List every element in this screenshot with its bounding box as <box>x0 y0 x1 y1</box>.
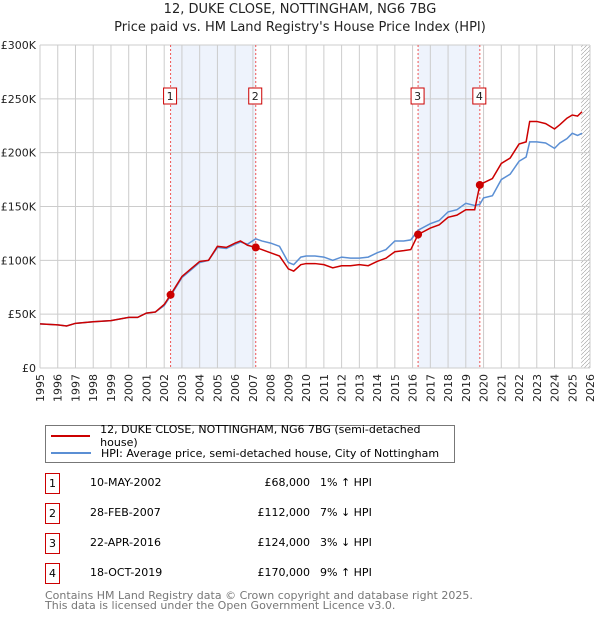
sale-marker-badge: 3 <box>45 533 60 554</box>
x-tick-label: 2023 <box>531 374 544 402</box>
sale-price: £112,000 <box>257 506 311 519</box>
x-tick-label: 2020 <box>478 374 491 402</box>
x-tick-label: 2002 <box>158 374 171 402</box>
x-tick-label: 2018 <box>442 374 455 402</box>
hpi-line <box>39 132 583 327</box>
sale-date: 18-OCT-2019 <box>90 566 163 579</box>
sale-badge-label: 1 <box>167 90 174 103</box>
price-chart: 1995 1996 1997 1998 1999 2000 2001 2002 2003 2004… <box>1 39 597 402</box>
y-tick-label: £0 <box>22 362 36 375</box>
legend-label: HPI: Average price, semi-detached house,… <box>101 446 440 460</box>
y-tick-label: £150K <box>1 201 37 214</box>
sale-badge <box>472 87 487 105</box>
price-line <box>39 111 583 327</box>
x-tick-label: 1998 <box>87 374 100 402</box>
x-tick-label: 2011 <box>318 374 331 402</box>
sale-point <box>166 290 175 299</box>
sale-date: 22-APR-2016 <box>90 536 162 549</box>
legend-swatch <box>51 435 91 437</box>
x-tick-label: 2003 <box>176 374 189 402</box>
sale-price: £68,000 <box>264 476 311 489</box>
y-tick-label: £200K <box>1 147 37 160</box>
legend-swatch <box>51 452 91 454</box>
x-tick-label: 2012 <box>336 374 349 402</box>
x-tick-label: 2010 <box>300 374 313 402</box>
sale-marker-badge: 1 <box>45 473 60 494</box>
sale-point <box>251 243 260 252</box>
y-tick-label: £50K <box>8 308 37 321</box>
sale-badge-label: 2 <box>252 90 259 103</box>
sale-date: 28-FEB-2007 <box>90 506 161 519</box>
x-tick-label: 2004 <box>194 374 207 402</box>
sale-date: 10-MAY-2002 <box>90 476 162 489</box>
x-tick-label: 2017 <box>424 374 437 402</box>
x-tick-label: 1995 <box>34 374 47 402</box>
x-tick-label: 1999 <box>105 374 118 402</box>
x-tick-label: 2005 <box>211 374 224 402</box>
legend-item-hpi: HPI: Average price, semi-detached house,… <box>51 445 439 461</box>
legend: 12, DUKE CLOSE, NOTTINGHAM, NG6 7BG (sem… <box>45 423 455 463</box>
hpi-diff: 1% ↑ HPI <box>320 476 372 489</box>
sale-price: £124,000 <box>257 536 311 549</box>
legend-item-price: 12, DUKE CLOSE, NOTTINGHAM, NG6 7BG (sem… <box>51 423 454 449</box>
chart-title: 12, DUKE CLOSE, NOTTINGHAM, NG6 7BG <box>163 2 437 17</box>
x-tick-label: 2014 <box>371 374 384 402</box>
sale-badge-label: 4 <box>476 90 483 103</box>
chart-subtitle: Price paid vs. HM Land Registry's House … <box>114 20 486 35</box>
sale-marker-badge: 4 <box>45 563 60 584</box>
y-tick-label: £300K <box>1 39 37 52</box>
y-tick-label: £100K <box>1 254 37 267</box>
x-tick-label: 2001 <box>140 374 153 402</box>
legend-label: 12, DUKE CLOSE, NOTTINGHAM, NG6 7BG (sem… <box>100 423 421 449</box>
hpi-diff: 7% ↓ HPI <box>320 506 372 519</box>
footer-line: Contains HM Land Registry data © Crown c… <box>45 589 473 602</box>
x-tick-label: 2024 <box>549 374 562 402</box>
transaction-row: 4 18-OCT-2019 £170,000 9% ↑ HPI <box>45 563 465 584</box>
x-tick-label: 2007 <box>247 374 260 402</box>
sale-point <box>475 180 484 189</box>
sale-price: £170,000 <box>257 566 311 579</box>
x-tick-label: 2016 <box>407 374 420 402</box>
x-tick-label: 2021 <box>495 374 508 402</box>
sale-badge-label: 3 <box>414 90 421 103</box>
hpi-diff: 3% ↓ HPI <box>320 536 372 549</box>
hpi-diff: 9% ↑ HPI <box>320 566 372 579</box>
transaction-row: 3 22-APR-2016 £124,000 3% ↓ HPI <box>45 533 465 554</box>
x-tick-label: 2008 <box>265 374 278 402</box>
sale-badge <box>163 87 178 105</box>
sale-point <box>414 230 423 239</box>
x-tick-label: 2026 <box>584 374 597 402</box>
sale-badge <box>410 87 425 105</box>
transaction-row: 2 28-FEB-2007 £112,000 7% ↓ HPI <box>45 503 465 524</box>
x-tick-label: 2015 <box>389 374 402 402</box>
x-tick-label: 2006 <box>229 374 242 402</box>
x-tick-label: 2013 <box>353 374 366 402</box>
sale-badge <box>248 87 263 105</box>
x-tick-label: 2022 <box>513 374 526 402</box>
x-tick-label: 2019 <box>460 374 473 402</box>
footer-line: This data is licensed under the Open Gov… <box>45 599 396 612</box>
x-tick-label: 1996 <box>52 374 65 402</box>
x-tick-label: 2000 <box>123 374 136 402</box>
sale-marker-badge: 2 <box>45 503 60 524</box>
x-tick-label: 1997 <box>69 374 82 402</box>
x-tick-label: 2025 <box>566 374 579 402</box>
y-tick-label: £250K <box>1 93 37 106</box>
transaction-row: 1 10-MAY-2002 £68,000 1% ↑ HPI <box>45 473 465 494</box>
x-tick-label: 2009 <box>282 374 295 402</box>
